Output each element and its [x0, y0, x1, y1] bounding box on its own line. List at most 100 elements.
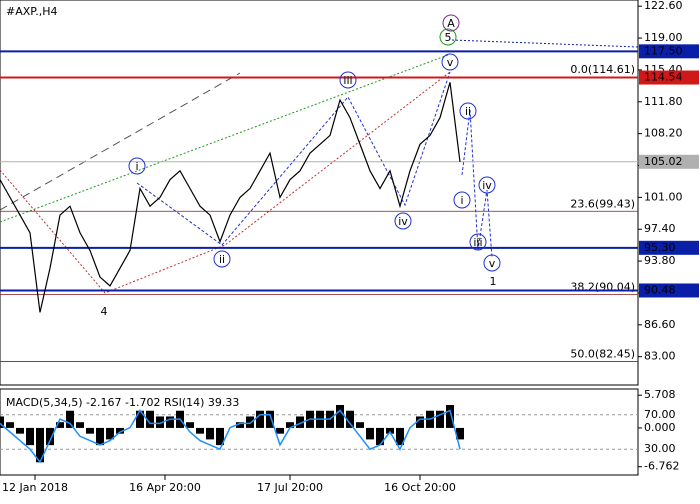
macd-bar — [86, 427, 94, 434]
y-tick-label: 83.00 — [644, 350, 676, 363]
level-tag — [639, 154, 699, 169]
wave-circle — [478, 176, 496, 194]
macd-bar — [356, 422, 364, 428]
macd-bar — [256, 410, 264, 428]
x-tick-label: 16 Oct 20:00 — [384, 481, 456, 494]
level-label: 105.02 — [644, 155, 683, 168]
wave-circle — [483, 254, 501, 272]
x-tick-label: 17 Jul 20:00 — [257, 481, 323, 494]
wave-label: v — [447, 56, 454, 69]
macd-bar — [186, 422, 194, 428]
wave-circle — [439, 28, 457, 46]
wave-circle — [442, 14, 460, 32]
macd-bar — [236, 422, 244, 428]
wave-circle — [441, 53, 459, 71]
rsi-tick-label: 30.00 — [644, 442, 676, 455]
wave-circle — [339, 71, 357, 89]
fib-label: 23.6(99.43) — [570, 197, 635, 210]
wave-line — [0, 71, 451, 294]
macd-bar — [336, 404, 344, 428]
level-tag — [639, 70, 699, 85]
level-tag — [639, 283, 699, 298]
macd-bar — [136, 410, 144, 428]
target-line — [451, 39, 639, 48]
wave-label: i — [135, 160, 138, 173]
wave-circle — [213, 250, 231, 268]
fib-label: 50.0(82.45) — [570, 348, 635, 361]
wave-label: iv — [398, 215, 408, 228]
macd-bar — [66, 410, 74, 428]
chart-title: #AXP.,H4 — [6, 5, 57, 18]
macd-bar — [106, 427, 114, 440]
x-tick-label: 12 Jan 2018 — [2, 481, 68, 494]
macd-bar — [0, 416, 4, 428]
main-panel — [0, 0, 639, 386]
x-tick-label: 16 Apr 20:00 — [129, 481, 201, 494]
macd-bar — [296, 416, 304, 428]
macd-bar — [206, 427, 214, 440]
wave-circle — [453, 191, 471, 209]
macd-bar — [166, 416, 174, 428]
macd-bar — [156, 416, 164, 428]
indicator-tick-label: -6.762 — [644, 460, 679, 473]
wave-label: A — [447, 17, 455, 30]
macd-bar — [56, 422, 64, 428]
macd-bar — [46, 427, 54, 446]
macd-bar — [396, 427, 404, 446]
wave-label: iv — [482, 179, 492, 192]
rsi-line — [0, 409, 461, 464]
y-tick-label: 108.20 — [644, 127, 683, 140]
wave-circle — [459, 102, 477, 120]
wave-circle — [394, 212, 412, 230]
y-tick-label: 93.80 — [644, 254, 676, 267]
level-label: 117.50 — [644, 44, 683, 57]
wave-line — [136, 71, 451, 246]
macd-bar — [286, 422, 294, 428]
macd-bar — [96, 427, 104, 446]
macd-bar — [346, 410, 354, 428]
macd-bar — [436, 410, 444, 428]
macd-bar — [116, 427, 124, 434]
wave-circle — [128, 157, 146, 175]
y-tick-label: 111.80 — [644, 95, 683, 108]
y-tick-label: 97.40 — [644, 222, 676, 235]
wave-label: ii — [465, 105, 471, 118]
indicator-tick-label: 0.000 — [644, 421, 676, 434]
wave-label: 4 — [101, 305, 108, 318]
wave-circle — [469, 233, 487, 251]
indicator-title: MACD(5,34,5) -2.167 -1.702 RSI(14) 39.33 — [6, 396, 239, 409]
y-tick-label: 119.00 — [644, 31, 683, 44]
level-tag — [639, 240, 699, 255]
wave-label: 1 — [490, 275, 497, 288]
macd-bar — [196, 427, 204, 434]
macd-bar — [266, 410, 274, 428]
wave-label: i — [460, 194, 463, 207]
wave-label: 5 — [445, 31, 452, 44]
macd-bar — [366, 427, 374, 440]
wave-label: v — [489, 257, 496, 270]
wave-label: iii — [343, 74, 352, 87]
level-label: 95.30 — [644, 241, 676, 254]
macd-bar — [216, 427, 224, 446]
macd-bar — [246, 416, 254, 428]
price-line — [0, 82, 461, 313]
rsi-tick-label: 70.00 — [644, 408, 676, 421]
y-tick-label: 86.60 — [644, 318, 676, 331]
macd-bar — [446, 404, 454, 428]
macd-bar — [16, 427, 24, 434]
macd-bar — [36, 427, 44, 463]
y-tick-label: 122.60 — [644, 0, 683, 12]
macd-bar — [376, 427, 384, 446]
level-label: 114.54 — [644, 71, 683, 84]
level-label: 90.48 — [644, 283, 676, 296]
macd-bar — [76, 422, 84, 428]
trend-line — [0, 72, 241, 211]
macd-bar — [6, 422, 14, 428]
macd-bar — [416, 416, 424, 428]
level-tag — [639, 44, 699, 59]
macd-bar — [146, 410, 154, 428]
indicator-tick-label: 5.708 — [644, 388, 676, 401]
fib-label: 0.0(114.61) — [570, 63, 635, 76]
y-tick-label: 101.00 — [644, 190, 683, 203]
